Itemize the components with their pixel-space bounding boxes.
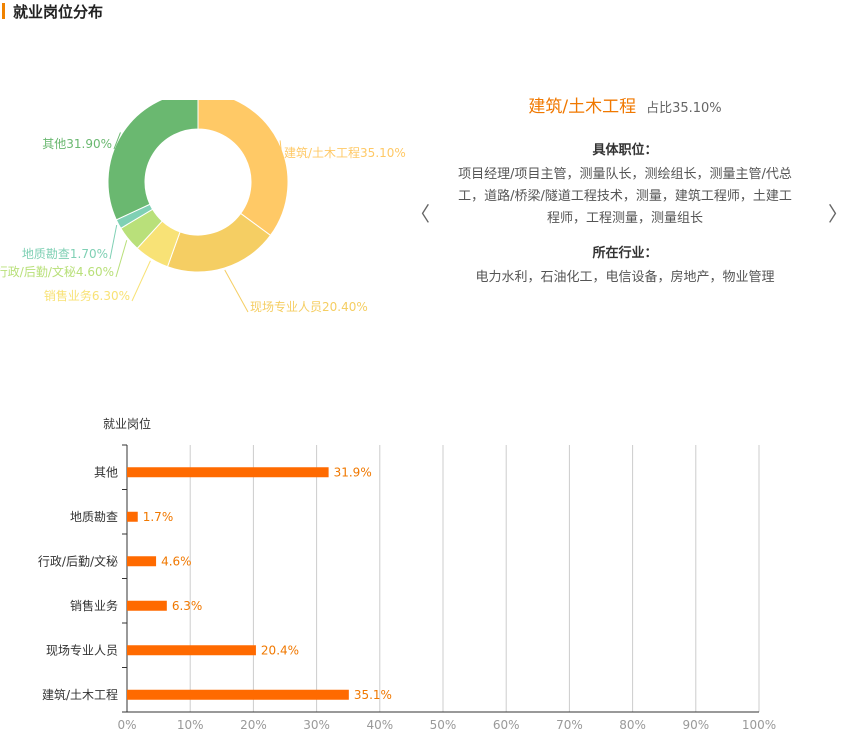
chevron-left-icon[interactable]: 〈 <box>410 202 430 226</box>
detail-percent: 占比35.10% <box>646 101 722 116</box>
bar <box>127 645 256 656</box>
positions-line: 程师，工程测量，测量组长 <box>546 211 703 226</box>
donut-leader-line <box>279 140 283 159</box>
x-tick-label: 70% <box>556 718 583 732</box>
detail-heading: 建筑/土木工程 占比35.10% <box>440 92 810 117</box>
donut-leader-line <box>113 132 121 150</box>
detail-name: 建筑/土木工程 <box>528 97 637 117</box>
donut-slice <box>107 100 199 221</box>
donut-label: 现场专业人员20.40% <box>250 299 368 314</box>
y-category-label: 销售业务 <box>70 598 118 613</box>
donut-leader-line <box>115 240 128 278</box>
page-title: 就业岗位分布 <box>13 2 104 21</box>
positions-line: 项目经理/项目主管，测量队长，测绘组长，测量主管/代总 <box>458 167 792 182</box>
donut-label: 销售业务6.30% <box>44 288 130 303</box>
bar-value-label: 20.4% <box>261 643 299 657</box>
donut-slice <box>197 100 289 237</box>
x-tick-label: 50% <box>430 718 457 732</box>
bar-value-label: 31.9% <box>334 465 372 479</box>
x-tick-label: 20% <box>240 718 267 732</box>
bar-chart: 就业岗位 0% 10% 20% 30% 40% 50% 60% 70% 80% 90% 100% 其他 3… <box>38 416 776 732</box>
bar-value-label: 6.3% <box>172 599 203 613</box>
x-tick-label: 40% <box>366 718 393 732</box>
chevron-right-icon[interactable]: 〉 <box>828 198 845 227</box>
x-tick-label: 60% <box>493 718 520 732</box>
x-tick-label: 30% <box>303 718 330 732</box>
donut-label: 行政/后勤/文秘4.60% <box>0 264 114 279</box>
y-category-label: 行政/后勤/文秘 <box>38 553 118 568</box>
y-category-label: 地质勘查 <box>70 510 118 524</box>
donut-chart: 建筑/土木工程35.10% 现场专业人员20.40% 销售业务6.30% 行政/后勤/… <box>0 100 406 314</box>
positions-text: 项目经理/项目主管，测量队长，测绘组长，测量主管/代总 工，道路/桥梁/隧道工程… <box>440 164 810 230</box>
section-header: 就业岗位分布 <box>0 0 103 22</box>
bar-value-label: 35.1% <box>354 688 392 702</box>
bar <box>127 556 157 567</box>
x-tick-label: 10% <box>177 718 204 732</box>
x-tick-label: 100% <box>742 718 776 732</box>
donut-leader-line <box>131 260 151 302</box>
bar <box>127 600 167 611</box>
donut-leader-line <box>109 224 118 260</box>
y-category-label: 现场专业人员 <box>46 642 118 657</box>
donut-leader-line <box>224 269 249 313</box>
donut-label: 其他31.90% <box>42 137 112 151</box>
x-tick-label: 0% <box>117 718 136 732</box>
bar <box>127 689 349 700</box>
bar <box>127 467 329 478</box>
bar <box>127 511 138 522</box>
bar-value-label: 4.6% <box>161 554 192 568</box>
donut-label: 地质勘查1.70% <box>22 247 108 261</box>
industry-title: 所在行业： <box>592 246 658 261</box>
positions-title: 具体职位： <box>592 143 658 158</box>
y-category-label: 建筑/土木工程 <box>42 687 118 702</box>
y-axis-title: 就业岗位 <box>103 416 151 431</box>
x-tick-label: 80% <box>619 718 646 732</box>
positions-line: 工，道路/桥梁/隧道工程技术，测量，建筑工程师，土建工 <box>458 189 792 204</box>
detail-panel: 建筑/土木工程 占比35.10% 具体职位： 项目经理/项目主管，测量队长，测绘组… <box>440 92 810 289</box>
donut-label: 建筑/土木工程35.10% <box>284 145 406 160</box>
header-accent-bar <box>2 3 5 19</box>
industry-text: 电力水利，石油化工，电信设备，房地产，物业管理 <box>475 270 775 285</box>
x-tick-label: 90% <box>682 718 709 732</box>
bar-value-label: 1.7% <box>143 510 174 524</box>
y-category-label: 其他 <box>94 465 118 479</box>
